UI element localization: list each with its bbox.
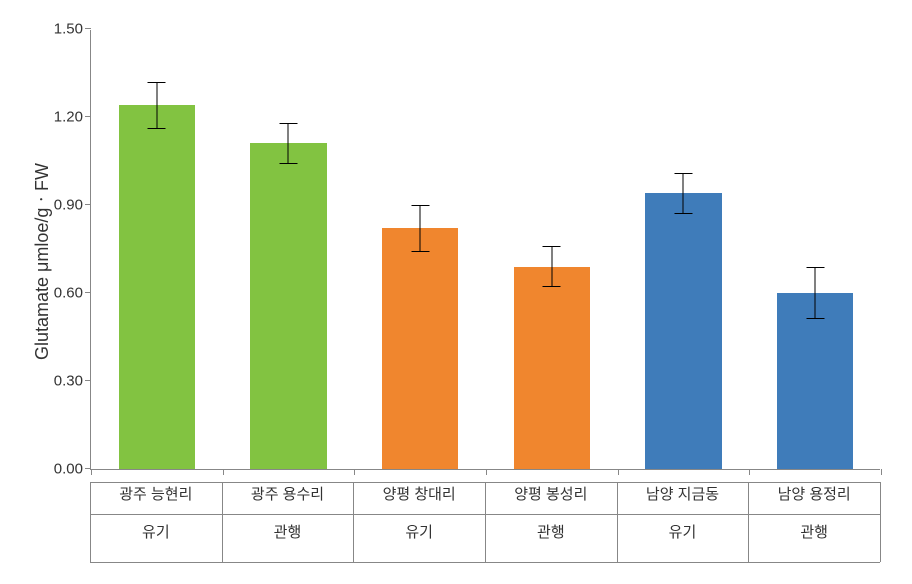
bar	[777, 293, 853, 469]
x-tick-mark	[486, 469, 487, 475]
plot-area: 0.000.300.600.901.201.50	[90, 30, 880, 470]
x-label-method: 관행	[222, 524, 354, 542]
error-bar	[420, 205, 421, 252]
x-label-method: 유기	[90, 524, 222, 542]
x-tick-mark	[749, 469, 750, 475]
x-label-location: 남양 용정리	[748, 486, 880, 504]
error-bar	[288, 123, 289, 164]
x-label-method: 유기	[353, 524, 485, 542]
error-bar	[815, 267, 816, 320]
x-tick-mark	[881, 469, 882, 475]
y-tick-mark	[85, 380, 91, 381]
x-grid-hline	[90, 562, 880, 563]
x-label-method: 관행	[485, 524, 617, 542]
y-tick-label: 0.30	[54, 373, 91, 390]
bar	[119, 105, 195, 469]
y-tick-label: 1.50	[54, 21, 91, 38]
x-tick-mark	[618, 469, 619, 475]
x-label-location: 양평 창대리	[353, 486, 485, 504]
x-label-method: 유기	[617, 524, 749, 542]
x-grid-vline	[222, 482, 223, 562]
x-label-location: 광주 능현리	[90, 486, 222, 504]
bar	[382, 228, 458, 469]
x-grid-vline	[748, 482, 749, 562]
y-tick-mark	[85, 204, 91, 205]
y-tick-mark	[85, 28, 91, 29]
x-grid-vline	[880, 482, 881, 562]
x-grid-vline	[353, 482, 354, 562]
y-tick-label: 0.00	[54, 461, 91, 478]
y-tick-label: 0.90	[54, 197, 91, 214]
bar	[514, 267, 590, 469]
x-axis-labels: 광주 능현리유기 광주 용수리관행 양평 창대리유기 양평 봉성리관행 남양 지금동유기…	[90, 482, 880, 562]
x-grid-vline	[90, 482, 91, 562]
error-bar	[683, 173, 684, 214]
x-grid-hline	[90, 514, 880, 515]
x-tick-mark	[91, 469, 92, 475]
x-grid-hline	[90, 482, 880, 483]
x-label-location: 양평 봉성리	[485, 486, 617, 504]
y-tick-mark	[85, 116, 91, 117]
x-grid-vline	[617, 482, 618, 562]
x-label-location: 광주 용수리	[222, 486, 354, 504]
x-label-method: 관행	[748, 524, 880, 542]
y-axis-label: Glutamate μmloe/gㆍFW	[28, 163, 54, 360]
y-tick-label: 0.60	[54, 285, 91, 302]
x-grid-vline	[485, 482, 486, 562]
error-bar	[551, 246, 552, 287]
x-tick-mark	[223, 469, 224, 475]
x-label-location: 남양 지금동	[617, 486, 749, 504]
x-tick-mark	[354, 469, 355, 475]
y-tick-mark	[85, 292, 91, 293]
bar	[645, 193, 721, 469]
glutamate-bar-chart: Glutamate μmloe/gㆍFW 0.000.300.600.901.2…	[0, 0, 912, 584]
error-bar	[156, 82, 157, 129]
y-tick-label: 1.20	[54, 109, 91, 126]
bar	[250, 143, 326, 469]
